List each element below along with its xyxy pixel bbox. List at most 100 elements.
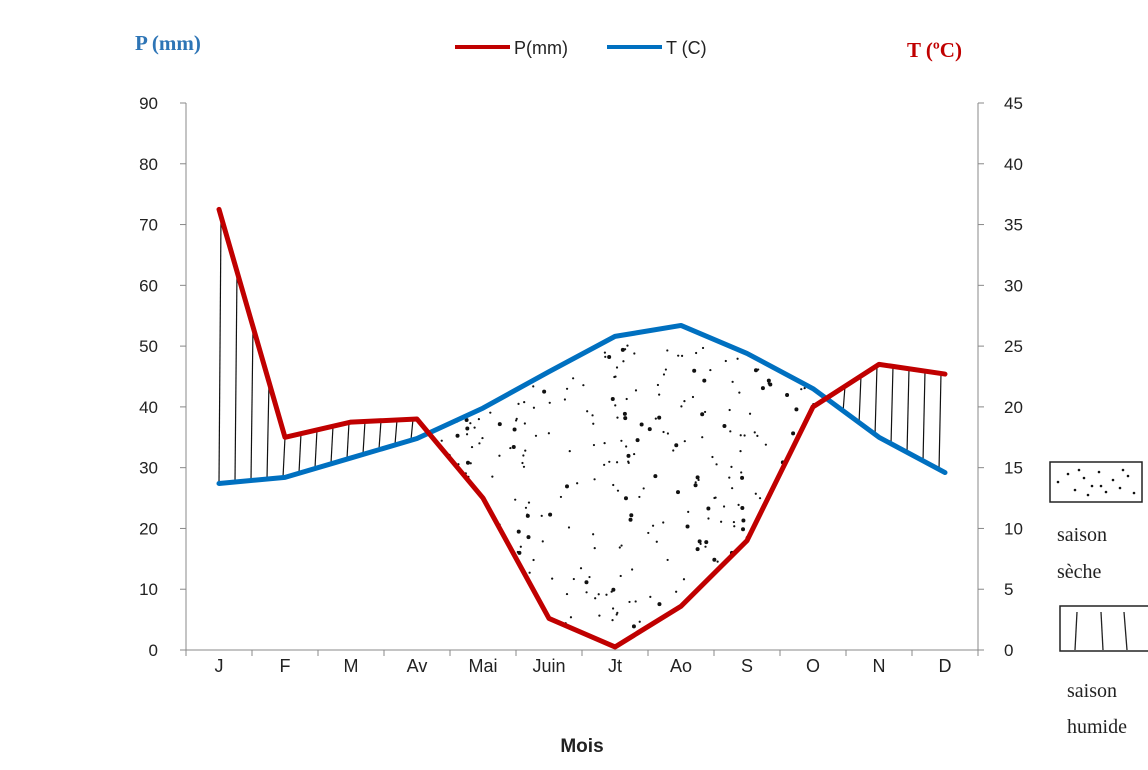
stipple-dot (622, 360, 625, 363)
hatch-line (282, 437, 286, 478)
stipple-dot (526, 535, 531, 540)
stipple-dot (594, 597, 597, 600)
stipple-dot (427, 384, 429, 386)
right-tick-label: 45 (1004, 94, 1023, 113)
stipple-dot (707, 517, 710, 520)
right-tick-label: 5 (1004, 580, 1013, 599)
stipple-dot (523, 422, 526, 425)
stipple-dot (607, 355, 612, 360)
stipple-dot (529, 592, 532, 596)
stipple-dot (714, 621, 719, 626)
stipple-dot (424, 565, 428, 569)
temp-point (943, 471, 947, 475)
stipple-dot (695, 547, 700, 552)
stipple-dot (548, 401, 551, 404)
stipple-dot (693, 483, 698, 488)
stipple-dot (664, 368, 667, 371)
stipple-dot (491, 475, 494, 478)
precip-point (745, 539, 749, 543)
stipple-dot (456, 476, 461, 481)
stipple-dot (567, 526, 571, 529)
stipple-dot (527, 501, 531, 504)
stipple-dot (460, 590, 465, 595)
stipple-dot (521, 461, 524, 465)
stipple-dot (464, 390, 467, 393)
stipple-dot (677, 354, 680, 357)
stipple-dot (817, 419, 820, 423)
stipple-dot (758, 497, 762, 500)
key-wet-hatch (1100, 611, 1104, 651)
precip-point (415, 417, 419, 421)
stipple-dot (548, 512, 553, 517)
key-dot (1086, 493, 1090, 497)
key-dot (1073, 488, 1077, 492)
stipple-dot (809, 444, 812, 447)
stipple-dot (779, 570, 784, 575)
stipple-dot (771, 615, 775, 618)
stipple-dot (816, 569, 819, 572)
stipple-dot (697, 539, 702, 544)
x-tick-label: Mai (468, 656, 497, 676)
stipple-dot (695, 351, 698, 355)
stipple-dot (620, 544, 623, 547)
stipple-dot (716, 560, 719, 563)
stipple-dot (469, 598, 472, 601)
stipple-dot (576, 482, 579, 485)
stipple-dot (612, 483, 615, 487)
stipple-dot (458, 547, 463, 552)
x-tick-label: Ao (670, 656, 692, 676)
x-axis-ticks: J F M Av Mai Juin Jt Ao S O N D (185, 650, 979, 676)
stipple-dot (572, 577, 575, 581)
stipple-dot (733, 579, 737, 582)
stipple-dot (517, 402, 520, 406)
stipple-dot (603, 442, 606, 445)
stipple-dot (582, 384, 585, 387)
stipple-dot (479, 401, 482, 405)
stipple-dot (666, 558, 669, 562)
stipple-dot (614, 375, 617, 378)
x-tick-label: Juin (532, 656, 565, 676)
stipple-dot (700, 412, 705, 417)
precip-point (283, 435, 287, 439)
stipple-dot (742, 561, 747, 566)
stipple-dot (459, 519, 462, 523)
stipple-dot (800, 388, 803, 391)
stipple-dot (473, 426, 476, 429)
stipple-dot (497, 422, 502, 427)
stipple-dot (799, 487, 802, 490)
x-tick-label: M (344, 656, 359, 676)
right-tick-label: 25 (1004, 337, 1023, 356)
stipple-dot (809, 520, 812, 523)
stipple-dot (603, 463, 606, 466)
stipple-dot (512, 427, 517, 432)
stipple-dot (631, 568, 634, 571)
stipple-dot (685, 524, 690, 529)
stipple-dot (605, 593, 608, 596)
stipple-dot (420, 455, 422, 457)
stipple-dot (741, 518, 746, 523)
stipple-dot (711, 455, 714, 459)
stipple-dot (485, 604, 489, 608)
key-dry-swatch (1049, 461, 1143, 503)
stipple-dot (753, 431, 756, 434)
stipple-dot (483, 529, 486, 532)
stipple-dot (657, 415, 662, 420)
stipple-dot (768, 382, 773, 387)
stipple-dot (760, 386, 765, 391)
left-tick-label: 0 (149, 641, 158, 660)
hatch-line (858, 375, 862, 425)
stipple-dot (639, 422, 644, 427)
stipple-dot (635, 438, 640, 443)
stipple-dot (616, 416, 619, 419)
stipple-dot (638, 495, 641, 499)
stipple-dot (754, 492, 757, 495)
stipple-dot (593, 478, 596, 481)
x-tick-label: O (806, 656, 820, 676)
right-tick-label: 35 (1004, 216, 1023, 235)
stipple-dot (628, 600, 631, 604)
stipple-dot (810, 339, 813, 342)
stipple-dot (773, 571, 777, 574)
key-wet-swatch (1059, 605, 1148, 652)
stipple-dot (633, 452, 636, 456)
stipple-dot (528, 334, 532, 337)
